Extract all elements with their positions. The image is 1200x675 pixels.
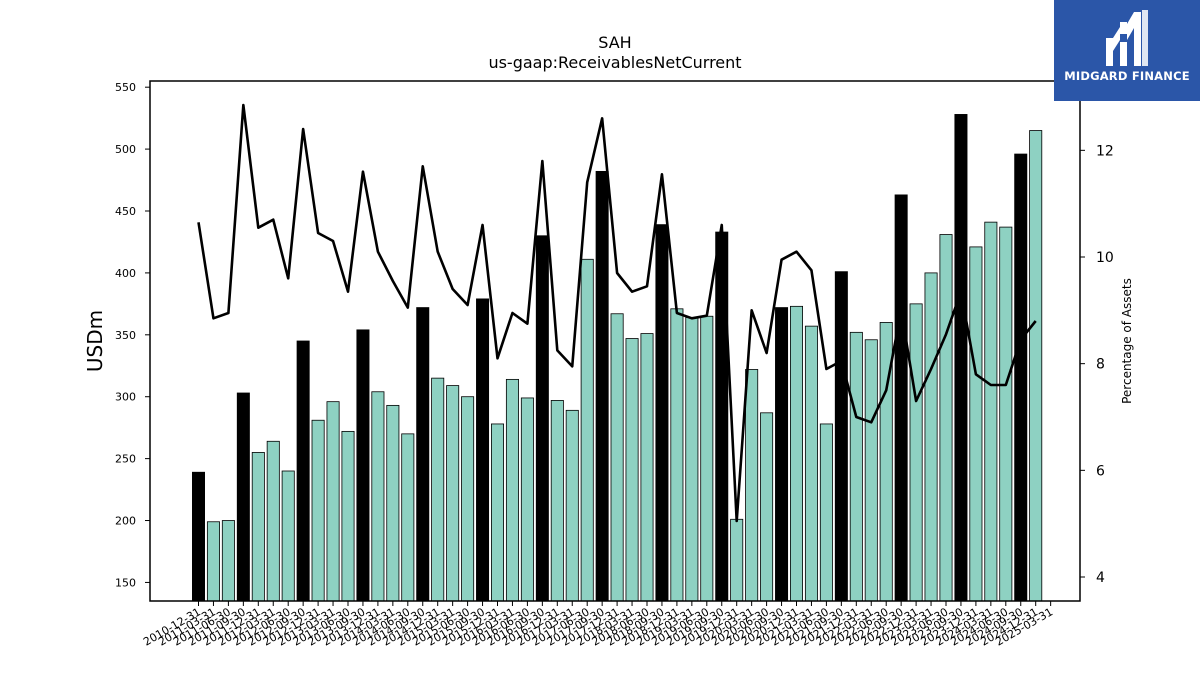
bar [251, 452, 265, 602]
bar [266, 440, 280, 602]
bar [954, 114, 968, 602]
bar [760, 412, 774, 602]
bar [326, 401, 340, 602]
y2-tick-label: 4 [1096, 570, 1105, 586]
bar [625, 338, 639, 602]
bars-group [191, 114, 1043, 602]
x-axis: 2010-12-312011-03-312011-06-302011-09-30… [141, 601, 1055, 649]
bar [236, 392, 250, 602]
chart-title: SAH [598, 33, 631, 52]
bar [535, 235, 549, 602]
bar [595, 170, 609, 602]
bar [775, 307, 789, 602]
bar [909, 303, 923, 602]
bar [281, 470, 295, 602]
bar [296, 340, 310, 602]
bar [356, 329, 370, 602]
series-line [197, 103, 1037, 523]
bar [969, 246, 983, 602]
bar [655, 224, 669, 602]
y-tick-label: 200 [115, 515, 136, 528]
bar [565, 409, 579, 602]
bar [386, 404, 400, 602]
y-tick-label: 500 [115, 143, 136, 156]
chart-subtitle: us-gaap:ReceivablesNetCurrent [488, 53, 741, 72]
bar [311, 419, 325, 602]
right-axis: 4 6 8 10 12 [1080, 143, 1114, 586]
bar [476, 298, 490, 602]
logo-mark-icon [1106, 10, 1148, 66]
bar [894, 194, 908, 602]
bar [849, 331, 863, 602]
y-tick-label: 150 [115, 576, 136, 589]
bar [819, 423, 833, 602]
bar [431, 377, 445, 602]
bar [446, 385, 460, 602]
bar [804, 325, 818, 602]
bar [610, 313, 624, 602]
bar [670, 308, 684, 602]
bar [341, 430, 355, 602]
y2-tick-label: 8 [1096, 357, 1105, 373]
y-axis-label: USDm [83, 310, 107, 372]
logo-text: MIDGARD FINANCE [1064, 69, 1190, 83]
bar [999, 226, 1013, 602]
bar [191, 471, 205, 602]
plot-frame [149, 80, 1081, 602]
bar [745, 369, 759, 602]
bar [864, 339, 878, 602]
y2-tick-label: 6 [1096, 463, 1105, 479]
bar [416, 307, 430, 602]
line-group [197, 103, 1037, 523]
bar [790, 305, 804, 602]
bar [1029, 130, 1043, 602]
bar [520, 397, 534, 602]
y2-axis-label: Percentage of Assets [1120, 278, 1134, 404]
y-tick-label: 300 [115, 391, 136, 404]
bar [580, 258, 594, 602]
bar [461, 396, 475, 602]
bar [505, 378, 519, 602]
y2-tick-label: 12 [1096, 143, 1114, 159]
y-tick-label: 400 [115, 267, 136, 280]
bar [401, 433, 415, 602]
bar [1014, 153, 1028, 602]
y-tick-label: 250 [115, 453, 136, 466]
logo: MIDGARD FINANCE [1054, 0, 1200, 101]
left-axis: 150 200 250 300 350 400 450 500 550 [115, 81, 150, 589]
bar [371, 391, 385, 602]
bar [206, 521, 220, 602]
bar [550, 400, 564, 602]
bar [834, 271, 848, 602]
bar [640, 333, 654, 602]
bar [221, 520, 235, 602]
y-tick-label: 350 [115, 329, 136, 342]
y2-tick-label: 10 [1096, 250, 1114, 266]
y-tick-label: 550 [115, 81, 136, 94]
bar [939, 234, 953, 602]
bar [700, 315, 714, 602]
bar [924, 272, 938, 602]
bar [685, 317, 699, 602]
bar [730, 518, 744, 602]
bar [984, 221, 998, 602]
bar [490, 423, 504, 602]
y-tick-label: 450 [115, 205, 136, 218]
